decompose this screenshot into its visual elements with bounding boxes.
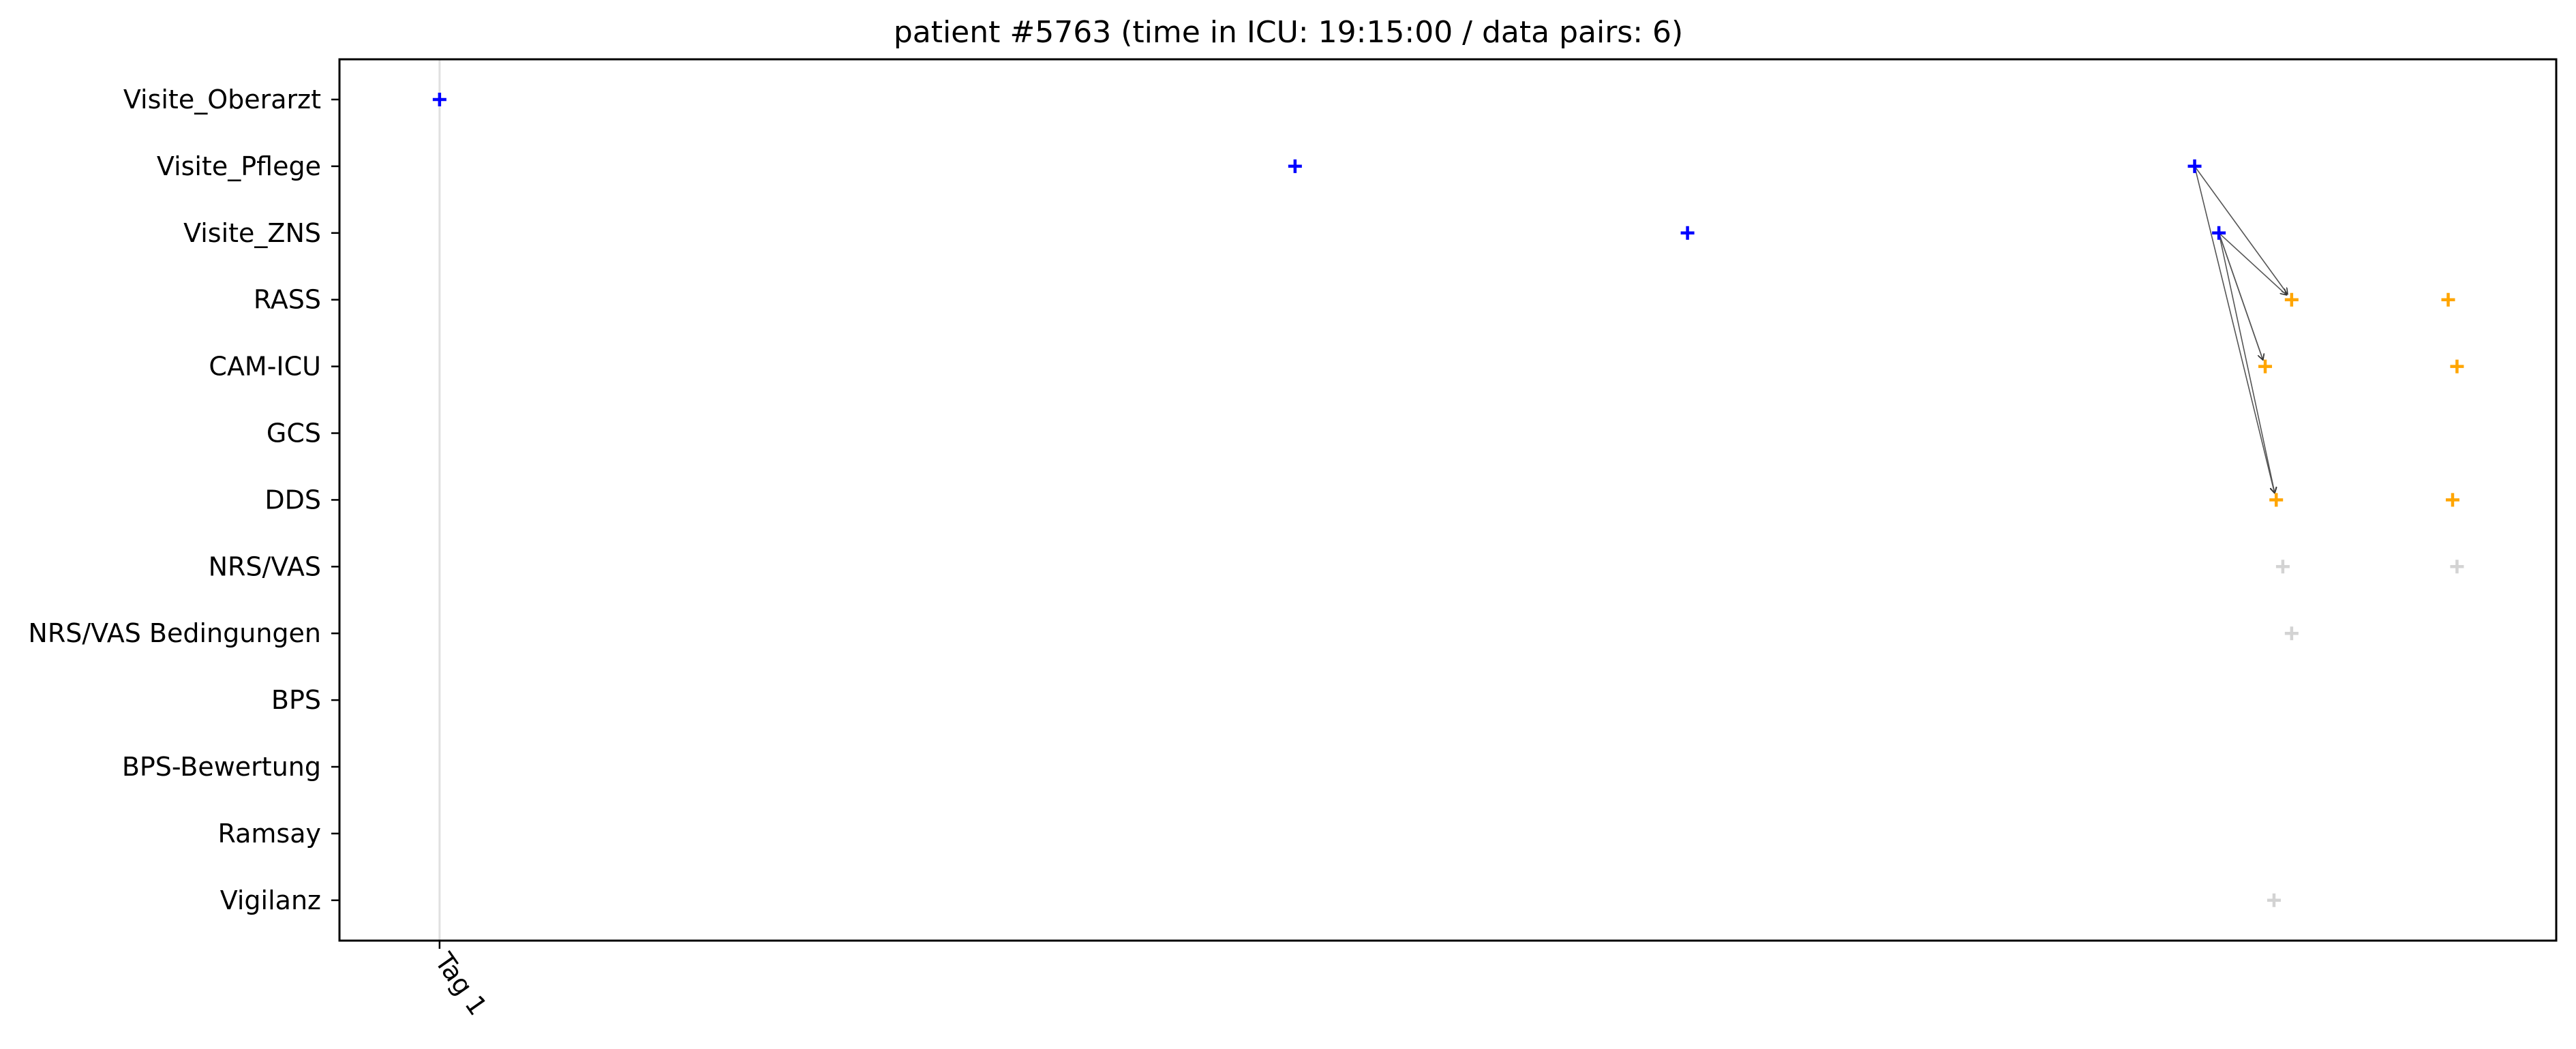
data-point	[2187, 159, 2202, 173]
data-point	[2445, 493, 2459, 507]
data-point	[2267, 893, 2281, 907]
y-axis: Visite_Oberarzt Visite_Pflege Visite_ZNS RA…	[28, 85, 339, 915]
y-tick-label: Vigilanz	[220, 885, 321, 915]
y-tick-label: GCS	[267, 419, 321, 449]
y-tick-label: Visite_Oberarzt	[123, 85, 321, 115]
y-tick-label: NRS/VAS	[209, 551, 321, 581]
data-point	[1288, 159, 1302, 173]
pair-arrow	[2218, 232, 2263, 360]
data-point	[2450, 560, 2464, 574]
data-point	[2441, 292, 2455, 307]
y-tick-label: Ramsay	[218, 819, 321, 849]
y-tick-label: NRS/VAS Bedingungen	[28, 618, 321, 648]
data-point	[1680, 226, 1695, 240]
data-point	[2212, 226, 2226, 240]
data-point	[2450, 359, 2464, 374]
x-axis: Tag 1	[429, 941, 493, 1021]
chart-title: patient #5763 (time in ICU: 19:15:00 / d…	[894, 15, 1683, 50]
data-point	[2269, 493, 2284, 507]
x-tick-label: Tag 1	[429, 947, 493, 1020]
data-point	[2275, 560, 2290, 574]
y-tick-label: CAM-ICU	[209, 352, 321, 382]
pair-arrow	[2218, 232, 2275, 493]
data-point	[2284, 626, 2299, 641]
pair-arrow	[2194, 166, 2288, 294]
y-tick-label: BPS-Bewertung	[122, 752, 321, 782]
y-tick-label: RASS	[254, 285, 321, 315]
y-tick-label: BPS	[271, 685, 321, 715]
y-tick-label: Visite_ZNS	[183, 218, 321, 248]
pair-arrows	[2194, 166, 2288, 493]
data-points	[432, 93, 2464, 907]
data-point	[2258, 359, 2273, 374]
plot-area	[338, 58, 2558, 942]
data-point	[2284, 292, 2299, 307]
y-tick-label: Visite_Pflege	[157, 151, 321, 181]
data-point	[432, 93, 446, 106]
y-tick-label: DDS	[264, 485, 321, 515]
pair-arrow	[2194, 166, 2275, 493]
pair-arrow	[2218, 232, 2286, 295]
